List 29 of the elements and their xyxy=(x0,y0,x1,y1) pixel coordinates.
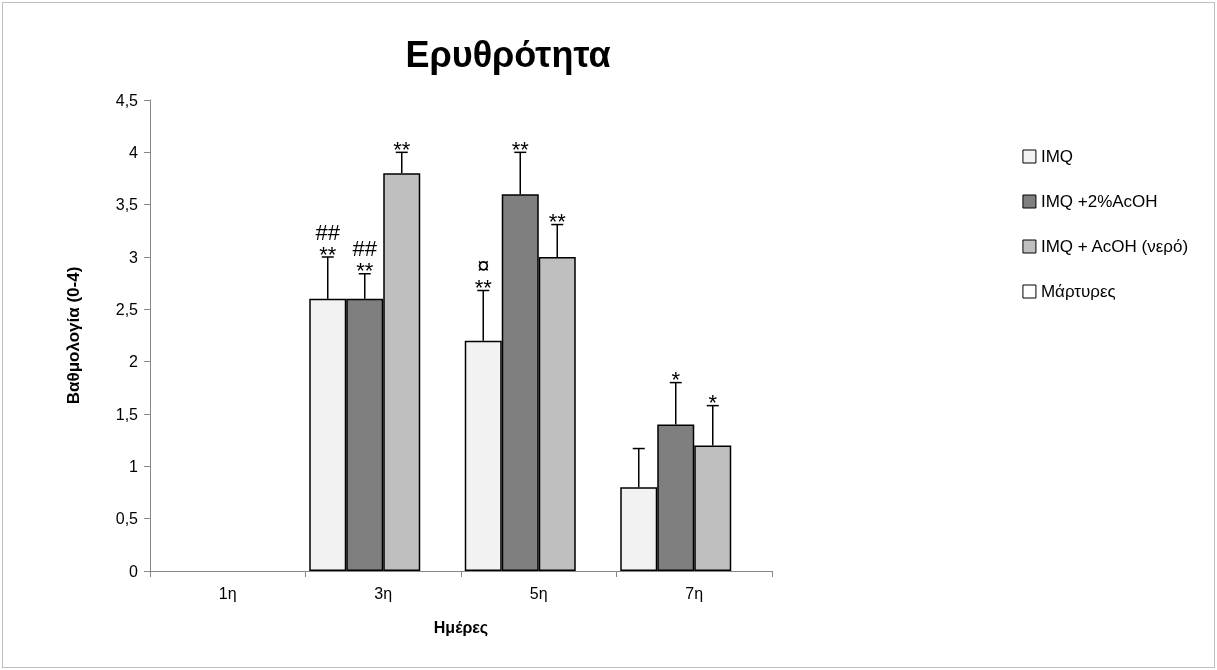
y-tick-label: 1,5 xyxy=(115,405,139,423)
legend-label: Μάρτυρες xyxy=(1040,282,1116,301)
legend-label: IMQ + AcOH (νερό) xyxy=(1040,237,1189,256)
y-tick-label: 4 xyxy=(129,143,139,161)
annotation: ** xyxy=(393,136,411,162)
annotation: ** xyxy=(548,209,567,235)
annotation: ** xyxy=(511,136,530,162)
y-tick-label: 2 xyxy=(129,353,139,371)
y-tick-label: 0 xyxy=(129,562,139,580)
y-tick-label: 0,5 xyxy=(115,510,139,528)
annotation: * xyxy=(708,390,718,416)
y-tick-label: 2,5 xyxy=(115,300,139,318)
chart-title: Ερυθρότητα xyxy=(405,33,611,75)
legend-label: IMQ xyxy=(1040,147,1074,166)
annotation: * xyxy=(671,367,681,393)
annotation: ¤ ** xyxy=(474,252,493,300)
annotation: ## ** xyxy=(352,236,378,284)
legend-label: IMQ +2%AcOH xyxy=(1040,192,1158,211)
x-tick-label: 1η xyxy=(218,584,237,602)
y-tick-label: 3,5 xyxy=(115,196,139,214)
y-tick-label: 4,5 xyxy=(115,91,139,109)
x-axis-title: Ημέρες xyxy=(433,618,489,637)
x-tick-label: 5η xyxy=(529,584,548,602)
y-tick-label: 3 xyxy=(129,248,139,266)
x-tick-label: 3η xyxy=(374,584,393,602)
x-tick-label: 7η xyxy=(685,584,704,602)
y-axis-title: Βαθμολογία (0-4) xyxy=(64,266,83,405)
annotation: ## ** xyxy=(315,219,341,267)
y-tick-label: 1 xyxy=(129,457,139,475)
